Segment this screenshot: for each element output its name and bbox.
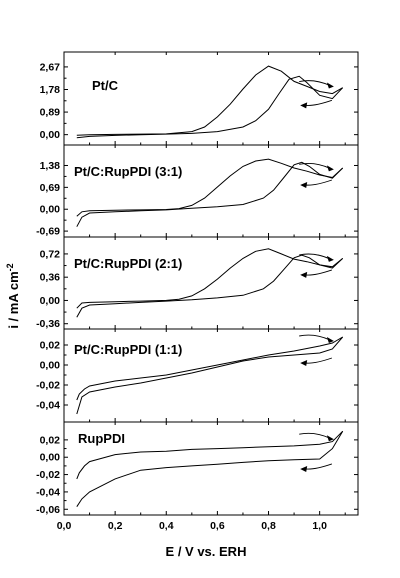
panel-frame <box>63 421 359 516</box>
y-tick-label: -0,02 <box>36 469 60 481</box>
x-tick-label: 0,8 <box>261 520 276 532</box>
panel-3: -0,36 0,00 0,36 0,72 Pt/C:RupPDI (2:1) <box>36 236 359 330</box>
panel-4: -0,04 -0,02 0,00 0,02 Pt/C:RupPDI (1:1) <box>36 328 359 423</box>
sweep-arrowhead-reverse <box>300 465 308 472</box>
y-tick-label: 0,02 <box>40 340 61 352</box>
curve-reverse <box>76 161 344 227</box>
curve-forward <box>76 336 343 401</box>
y-tick-label: 0,02 <box>40 434 61 446</box>
y-tick-label: 0,00 <box>40 452 61 464</box>
panel-label: Pt/C <box>92 78 119 93</box>
y-axis-title-superscript: -2 <box>5 263 15 271</box>
curve-forward <box>76 430 344 480</box>
sweep-arrow-forward <box>299 432 331 439</box>
curve-forward <box>76 158 344 217</box>
sweep-arrow-reverse <box>305 99 333 106</box>
y-tick-label: 0,69 <box>40 182 61 194</box>
sweep-arrow-forward <box>299 163 331 169</box>
sweep-arrowhead-reverse <box>300 102 308 109</box>
panel-label: RupPDI <box>78 431 125 446</box>
y-tick-label: -0,04 <box>36 400 60 412</box>
x-tick-label: 0,0 <box>57 520 72 532</box>
y-axis-title: i / mA cm-2 <box>5 263 21 328</box>
sweep-arrow-reverse <box>305 269 333 276</box>
x-axis-title: E / V vs. ERH <box>166 544 247 559</box>
x-tick-label: 0,4 <box>159 520 174 532</box>
curve-reverse <box>76 75 344 139</box>
panel-frame <box>63 236 359 330</box>
sweep-arrowhead-reverse <box>300 360 308 366</box>
y-tick-label: 0,00 <box>40 295 61 307</box>
y-tick-label: -0,02 <box>36 380 60 392</box>
sweep-arrowhead-forward <box>326 435 334 442</box>
panel-label: Pt/C:RupPDI (2:1) <box>74 256 182 271</box>
panel-label: Pt/C:RupPDI (3:1) <box>74 164 182 179</box>
sweep-arrowhead-reverse <box>300 271 308 278</box>
x-tick-label: 1,0 <box>312 520 327 532</box>
curve-forward <box>76 65 343 136</box>
sweep-arrow-forward <box>299 80 331 86</box>
y-tick-label: 0,72 <box>40 248 61 260</box>
sweep-arrowhead-forward <box>326 255 334 262</box>
x-tick-label: 0,2 <box>108 520 123 532</box>
sweep-arrowhead-forward <box>326 165 334 172</box>
y-tick-label: 0,00 <box>40 360 61 372</box>
curve-reverse <box>76 430 344 507</box>
y-tick-label: 0,36 <box>40 272 61 284</box>
panel-2: -0,69 0,00 0,69 1,38 Pt/C:RupPDI (3:1) <box>36 144 359 238</box>
sweep-arrowhead-reverse <box>300 181 308 188</box>
sweep-arrowhead-forward <box>326 82 334 89</box>
curve-reverse <box>76 254 344 318</box>
curve-reverse <box>76 336 344 415</box>
panel-1: 0,00 0,89 1,78 2,67 Pt/C <box>40 51 359 146</box>
y-tick-label: 0,00 <box>40 204 61 216</box>
panel-5: -0,06 -0,04 -0,02 0,00 0,02 RupPDI <box>36 421 359 516</box>
y-tick-label: 0,89 <box>40 107 61 119</box>
sweep-arrow-reverse <box>305 357 333 364</box>
sweep-arrowhead-forward <box>326 337 334 343</box>
y-tick-label: -0,69 <box>36 226 60 238</box>
y-tick-label: -0,06 <box>36 504 60 516</box>
y-tick-label: 2,67 <box>40 61 61 73</box>
curve-forward <box>76 248 344 309</box>
x-tick-label: 0,6 <box>210 520 225 532</box>
y-tick-label: 0,00 <box>40 129 61 141</box>
sweep-arrow-forward <box>299 334 331 341</box>
y-tick-label: 1,78 <box>40 84 61 96</box>
panels-layer: 0,00 0,89 1,78 2,67 Pt/C -0,69 0,00 0,69 1,38 Pt/… <box>36 51 359 532</box>
sweep-arrow-reverse <box>305 179 333 186</box>
sweep-arrow-forward <box>299 253 331 260</box>
y-tick-label: -0,36 <box>36 318 60 330</box>
y-axis-title-text: i / mA cm-2 <box>5 263 21 328</box>
panel-label: Pt/C:RupPDI (1:1) <box>74 342 182 357</box>
y-tick-label: -0,04 <box>36 486 60 498</box>
sweep-arrow-reverse <box>305 463 333 470</box>
panel-frame <box>63 51 359 146</box>
panel-frame <box>63 144 359 238</box>
y-tick-label: 1,38 <box>40 160 61 172</box>
